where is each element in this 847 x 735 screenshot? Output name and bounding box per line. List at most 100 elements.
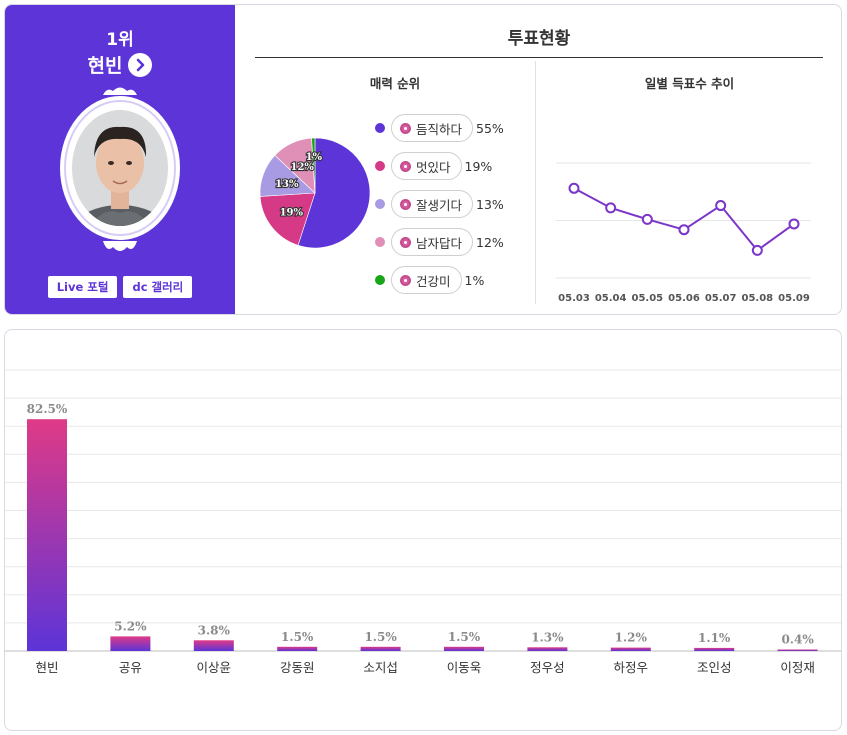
dc-gallery-link[interactable]: dc 갤러리 (123, 276, 193, 298)
legend-label: 잘생기다 (416, 197, 463, 213)
title-underline (255, 57, 823, 58)
line-x-tick-label: 05.07 (705, 293, 737, 304)
line-x-tick-label: 05.05 (632, 293, 664, 304)
line-x-tick-label: 05.03 (558, 293, 590, 304)
section-divider (535, 61, 536, 304)
line-series (573, 187, 795, 252)
pie-slice-1 (297, 137, 371, 249)
legend-dot (375, 275, 385, 285)
profile-links: Live 포털 dc 갤러리 (5, 276, 235, 298)
bar (110, 636, 151, 651)
legend-percent: 13% (476, 196, 504, 212)
legend-dot (375, 161, 385, 171)
bar-value-label: 3.8% (198, 623, 231, 637)
line-x-tick-label: 05.06 (668, 293, 700, 304)
pie-slice-label-5: 1% (306, 152, 323, 163)
legend-percent: 55% (476, 120, 504, 136)
bar-value-label: 1.2% (615, 631, 648, 645)
daily-trend-title: 일별 득표수 추이 (644, 76, 735, 91)
bar-value-label: 0.4% (781, 633, 814, 647)
line-point (678, 224, 690, 236)
attraction-tag-button[interactable]: 건강미 (391, 266, 462, 294)
legend-label: 남자답다 (416, 235, 463, 251)
profile-photo-frame (60, 87, 180, 251)
chevron-right-icon (137, 58, 145, 71)
bar-value-label: 1.3% (531, 630, 564, 644)
attraction-tag-button[interactable]: 남자답다 (391, 228, 474, 256)
bar-category-label: 강동원 (280, 660, 315, 675)
attraction-tag-button[interactable]: 듬직하다 (391, 114, 474, 142)
flower-icon (400, 236, 411, 248)
rank-panel: 1위 현빈 (5, 5, 235, 314)
legend-item: 남자답다 12% (375, 227, 504, 257)
profile-photo (72, 110, 168, 226)
legend-dot (375, 123, 385, 133)
bar-category-label: 현빈 (35, 660, 58, 675)
legend-dot (375, 199, 385, 209)
flower-icon (400, 160, 411, 172)
line-x-tick-label: 05.09 (778, 293, 810, 304)
vote-status-title: 투표현황 (507, 29, 571, 49)
legend-percent: 19% (464, 158, 493, 174)
daily-votes-line-chart: 05.03 05.04 05.05 05.06 05.07 05.08 05.09 (556, 162, 811, 304)
flower-icon (400, 198, 411, 210)
pie-slice-5 (311, 137, 316, 194)
bar-value-label: 1.5% (281, 630, 314, 644)
legend-percent: 1% (464, 272, 485, 288)
bar (694, 647, 735, 651)
bar-category-label: 하정우 (614, 660, 649, 675)
bar-category-label: 정우성 (530, 660, 565, 675)
vote-summary-card: 1위 현빈 (4, 4, 842, 315)
live-portal-link[interactable]: Live 포털 (47, 276, 118, 298)
celebrity-name: 현빈 (87, 55, 123, 77)
legend-label: 건강미 (416, 273, 451, 289)
bar-category-label: 이상윤 (197, 660, 232, 675)
pie-slice-2 (259, 192, 316, 246)
flower-icon (400, 122, 411, 134)
bar-value-label: 1.1% (698, 631, 731, 645)
bar-category-label: 이정재 (780, 660, 815, 675)
attraction-tag-button[interactable]: 멋있다 (391, 152, 462, 180)
legend-item: 건강미 1% (375, 265, 484, 295)
line-point (715, 200, 727, 212)
attraction-tag-button[interactable]: 잘생기다 (391, 190, 474, 218)
bar (444, 646, 484, 651)
line-point (605, 202, 617, 214)
line-x-tick-label: 05.08 (742, 293, 774, 304)
bar (527, 647, 568, 651)
legend-percent: 12% (476, 234, 504, 250)
bar (193, 640, 234, 651)
ranking-bar-card: 82.5% 현빈 5.2% 공유 3.8% 이상윤 1.5% 강동원 1.5% 소지섭 1.5% 이동… (4, 329, 842, 731)
pie-slice-label-3: 13% (275, 179, 299, 190)
line-point (641, 213, 653, 225)
bar (27, 419, 67, 651)
bar (277, 646, 318, 651)
pie-slice-label-2: 19% (280, 207, 304, 218)
bar-category-label: 조인성 (697, 660, 732, 675)
bar (610, 647, 651, 651)
bar-value-label: 82.5% (27, 402, 68, 416)
pie-slice-label-4: 12% (290, 162, 314, 173)
rank-label: 1위 (106, 30, 134, 50)
legend-item: 잘생기다 13% (375, 189, 504, 219)
chevron-right-button[interactable] (128, 52, 153, 77)
line-point (788, 218, 800, 230)
bar-category-label: 이동욱 (447, 660, 482, 675)
name-row: 현빈 (5, 51, 235, 78)
attraction-pie-chart: 19% 13% 12%1% (259, 137, 371, 249)
flower-icon (400, 274, 411, 286)
legend-label: 듬직하다 (416, 121, 463, 137)
bar-category-label: 공유 (119, 660, 142, 675)
bar-value-label: 1.5% (448, 630, 481, 644)
ranking-bar-chart: 82.5% 현빈 5.2% 공유 3.8% 이상윤 1.5% 강동원 1.5% 소지섭 1.5% 이동… (5, 369, 841, 675)
legend-dot (375, 237, 385, 247)
bar-value-label: 1.5% (364, 630, 397, 644)
bar (777, 649, 818, 651)
bar-value-label: 5.2% (114, 619, 147, 633)
legend-item: 멋있다 19% (375, 151, 492, 181)
line-point (751, 244, 763, 256)
attraction-title: 매력 순위 (369, 76, 421, 91)
legend-item: 듬직하다 55% (375, 113, 504, 143)
bar-category-label: 소지섭 (363, 660, 398, 675)
bar (360, 646, 401, 651)
